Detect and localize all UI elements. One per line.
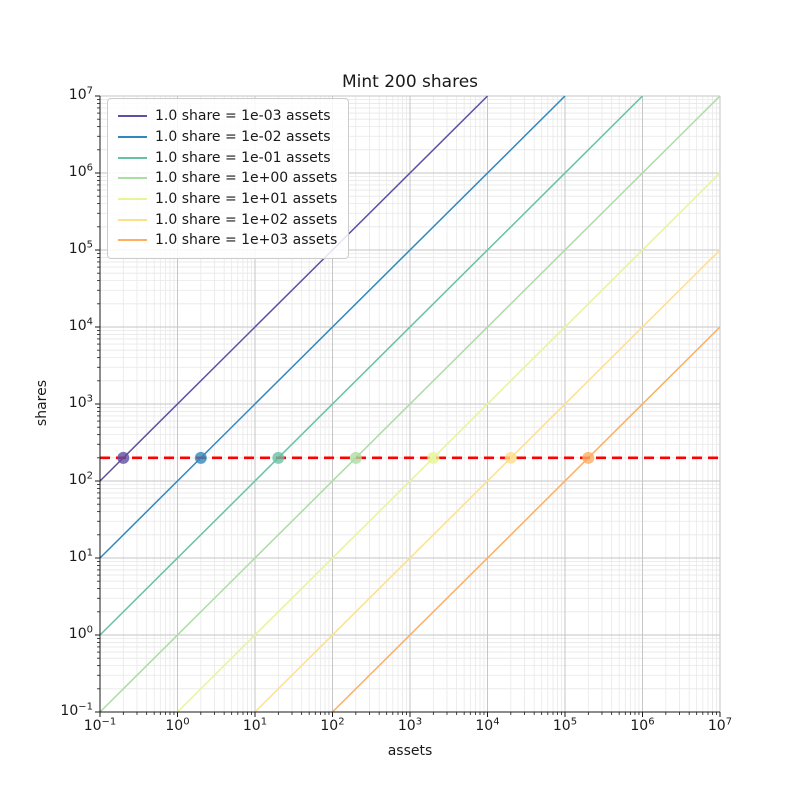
series-line <box>99 95 721 713</box>
legend-item-2: 1.0 share = 1e-01 assets <box>118 147 337 168</box>
intersection-marker <box>349 451 362 464</box>
x-tick-label: 107 <box>707 716 733 734</box>
legend-label: 1.0 share = 1e-01 assets <box>155 149 331 166</box>
y-tick-label: 105 <box>68 239 93 257</box>
legend-item-1: 1.0 share = 1e-02 assets <box>118 127 337 148</box>
chart-title: Mint 200 shares <box>341 72 479 92</box>
intersection-marker <box>582 451 595 464</box>
legend-label: 1.0 share = 1e-02 assets <box>155 129 331 146</box>
legend-label: 1.0 share = 1e+00 assets <box>155 170 338 187</box>
x-axis-label: assets <box>387 743 433 759</box>
legend-line-swatch <box>118 218 147 221</box>
intersection-marker <box>272 451 285 464</box>
series-line <box>176 172 721 713</box>
x-tick-label: 106 <box>630 716 655 734</box>
legend-item-6: 1.0 share = 1e+03 assets <box>118 230 337 251</box>
legend-label: 1.0 share = 1e-03 assets <box>155 108 331 125</box>
legend-line-swatch <box>118 198 147 201</box>
y-tick-label: 102 <box>68 470 93 488</box>
x-tick-label: 100 <box>165 716 190 734</box>
y-tick-label: 101 <box>68 547 93 565</box>
series-line <box>99 95 644 636</box>
x-tick-label: 102 <box>320 716 345 734</box>
legend-label: 1.0 share = 1e+01 assets <box>155 191 338 208</box>
legend-line-swatch <box>118 156 147 159</box>
legend: 1.0 share = 1e-03 assets 1.0 share = 1e-0… <box>107 98 350 259</box>
legend-item-5: 1.0 share = 1e+02 assets <box>118 209 337 230</box>
intersection-marker <box>194 451 207 464</box>
intersection-marker <box>117 451 130 464</box>
x-tick-label: 10−1 <box>83 716 117 734</box>
legend-item-4: 1.0 share = 1e+01 assets <box>118 189 337 210</box>
x-tick-label: 105 <box>552 716 578 734</box>
y-tick-label: 10−1 <box>60 701 93 719</box>
legend-line-swatch <box>118 177 147 180</box>
x-tick-label: 103 <box>397 716 423 734</box>
intersection-marker <box>504 451 517 464</box>
legend-line-swatch <box>118 115 147 118</box>
x-tick-label: 104 <box>475 716 500 734</box>
intersection-marker <box>427 451 440 464</box>
y-tick-label: 107 <box>68 85 93 103</box>
y-tick-label: 106 <box>68 162 93 180</box>
y-tick-label: 104 <box>68 316 93 334</box>
legend-item-3: 1.0 share = 1e+00 assets <box>118 168 337 189</box>
series-line <box>254 249 721 713</box>
y-tick-label: 100 <box>68 624 93 642</box>
legend-label: 1.0 share = 1e+02 assets <box>155 211 338 228</box>
legend-item-0: 1.0 share = 1e-03 assets <box>118 106 337 127</box>
series-line <box>99 95 489 482</box>
legend-line-swatch <box>118 136 147 139</box>
legend-label: 1.0 share = 1e+03 assets <box>155 232 338 249</box>
y-tick-label: 103 <box>68 393 93 411</box>
series-line <box>99 95 566 559</box>
x-tick-label: 101 <box>242 716 268 734</box>
y-axis-label: shares <box>34 379 50 427</box>
series-line <box>331 326 721 713</box>
legend-line-swatch <box>118 239 147 242</box>
